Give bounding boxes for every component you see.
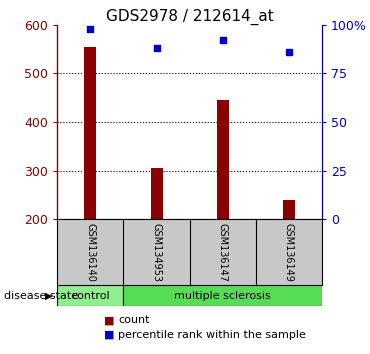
Point	[220, 38, 226, 43]
Point	[154, 45, 159, 51]
Bar	[84, 47, 96, 219]
Bar	[151, 169, 162, 219]
Title: GDS2978 / 212614_at: GDS2978 / 212614_at	[106, 8, 273, 25]
Bar	[124, 285, 322, 306]
Bar	[57, 285, 124, 306]
Text: ■: ■	[104, 330, 114, 339]
Text: ■: ■	[104, 315, 114, 325]
Text: GSM136149: GSM136149	[284, 223, 294, 282]
Text: disease state: disease state	[4, 291, 78, 301]
Text: control: control	[71, 291, 110, 301]
Text: ▶: ▶	[45, 291, 53, 301]
Point	[286, 49, 292, 55]
Text: GSM136147: GSM136147	[218, 223, 228, 282]
Point	[87, 26, 93, 32]
Text: GSM134953: GSM134953	[152, 223, 162, 282]
Text: multiple sclerosis: multiple sclerosis	[174, 291, 271, 301]
Text: GSM136140: GSM136140	[85, 223, 95, 282]
Text: count: count	[118, 315, 150, 325]
Bar	[283, 200, 295, 219]
Text: percentile rank within the sample: percentile rank within the sample	[118, 330, 306, 339]
Bar	[217, 100, 229, 219]
